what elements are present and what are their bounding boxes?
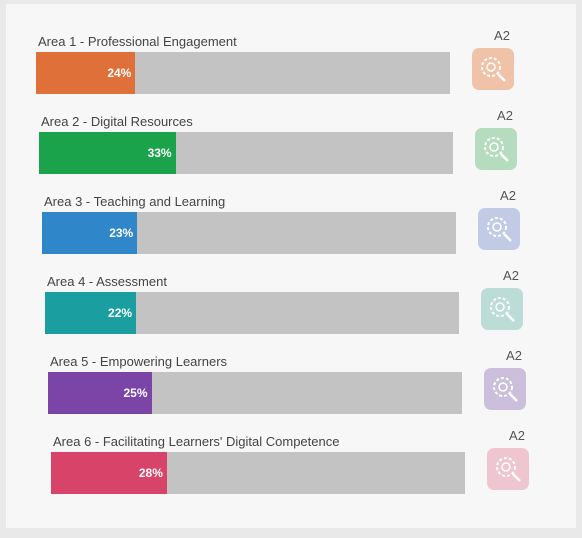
percent-label: 22% [108, 306, 133, 320]
progress-fill [36, 52, 136, 94]
area-row: Area 2 - Digital Resources 33% A2 [39, 108, 529, 190]
percent-label: 28% [138, 466, 163, 480]
area-row: Area 3 - Teaching and Learning 23% A2 [42, 188, 532, 270]
percent-label: 24% [107, 66, 132, 80]
progress-fill [39, 132, 176, 174]
progress-track: 28% [51, 452, 465, 494]
level-label: A2 [497, 108, 513, 123]
percent-label: 33% [147, 146, 172, 160]
area-label: Area 2 - Digital Resources [41, 114, 193, 129]
progress-track: 22% [45, 292, 459, 334]
area-label: Area 1 - Professional Engagement [38, 34, 237, 49]
area-row: Area 6 - Facilitating Learners' Digital … [51, 428, 541, 510]
progress-fill [48, 372, 152, 414]
level-icon [472, 48, 514, 90]
progress-fill [42, 212, 138, 254]
level-icon [475, 128, 517, 170]
area-label: Area 5 - Empowering Learners [50, 354, 228, 369]
area-label: Area 4 - Assessment [47, 274, 167, 289]
level-label: A2 [506, 348, 522, 363]
progress-fill [51, 452, 167, 494]
level-icon [478, 208, 520, 250]
progress-track: 24% [36, 52, 450, 94]
icon-glyph [490, 297, 515, 322]
level-icon [484, 368, 526, 410]
icon-glyph [493, 377, 518, 402]
icon-glyph [481, 57, 506, 82]
area-row: Area 4 - Assessment 22% A2 [45, 268, 535, 350]
area-label: Area 3 - Teaching and Learning [44, 194, 226, 209]
progress-track: 33% [39, 132, 453, 174]
level-label: A2 [509, 428, 525, 443]
progress-track: 23% [42, 212, 456, 254]
area-row: Area 1 - Professional Engagement 24% A2 [36, 28, 526, 110]
level-icon [481, 288, 523, 330]
icon-glyph [496, 457, 521, 482]
level-label: A2 [494, 28, 510, 43]
progress-fill [45, 292, 137, 334]
level-label: A2 [503, 268, 519, 283]
icon-glyph [484, 137, 509, 162]
level-label: A2 [500, 188, 516, 203]
level-icon [487, 448, 529, 490]
percent-label: 23% [109, 226, 134, 240]
icon-glyph [487, 217, 512, 242]
percent-label: 25% [123, 386, 148, 400]
area-label: Area 6 - Facilitating Learners' Digital … [53, 434, 340, 449]
competence-panel: Area 1 - Professional Engagement 24% A2 Are… [6, 4, 576, 528]
progress-track: 25% [48, 372, 462, 414]
area-row: Area 5 - Empowering Learners 25% A2 [48, 348, 538, 430]
